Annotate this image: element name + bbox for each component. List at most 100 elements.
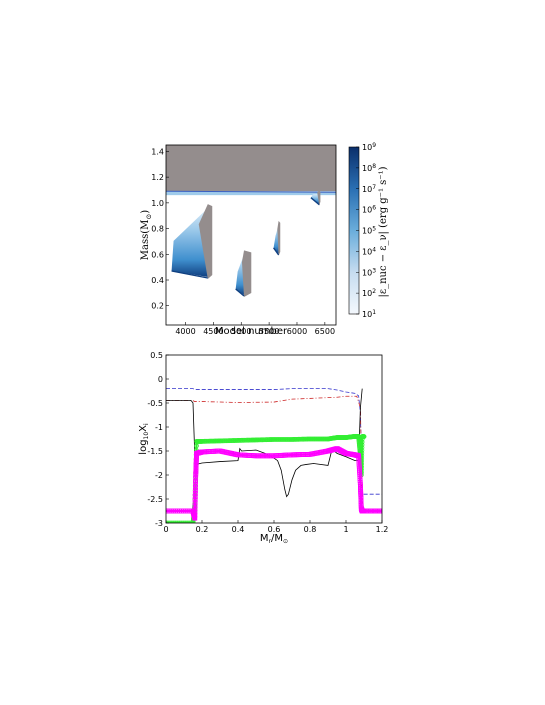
colorbar-tick-label-8: 109 bbox=[362, 142, 376, 152]
convective-envelope bbox=[166, 145, 336, 192]
plot-area-top bbox=[166, 145, 336, 297]
y-label-sub-10: 10 bbox=[143, 432, 150, 440]
colorbar-tick-label-7: 108 bbox=[362, 163, 376, 173]
series-line-0 bbox=[166, 388, 382, 495]
series-3-marker-280 bbox=[361, 434, 367, 440]
series-3-marker-260 bbox=[359, 450, 365, 456]
series-3-marker-4 bbox=[171, 520, 177, 523]
series-4-marker-39 bbox=[193, 481, 198, 487]
flash-burning-region-3 bbox=[235, 254, 245, 295]
colorbar-tick-label-6: 107 bbox=[362, 184, 376, 194]
flash-burning-region-5 bbox=[310, 194, 320, 204]
colorbar-tick-exponent-5: 6 bbox=[372, 205, 376, 212]
x-ticks-top: 4000 4500 5000 5500 6000 6500 bbox=[175, 322, 335, 336]
flash-convective-zone-5 bbox=[317, 190, 321, 206]
flash-base-3 bbox=[235, 288, 245, 297]
colorbar-tick-exponent-8: 9 bbox=[372, 142, 376, 149]
series-3-marker-7 bbox=[177, 520, 182, 523]
colorbar-tick-exponent-6: 7 bbox=[372, 184, 376, 191]
x-tick-label-top-3: 5500 bbox=[259, 327, 279, 336]
y-tick-label-bottom-7: -3 bbox=[155, 519, 163, 528]
series-3-marker-6 bbox=[175, 520, 180, 523]
series-4-marker-32 bbox=[192, 503, 198, 509]
y-axis-label-bottom: log10Xi bbox=[138, 423, 150, 455]
colorbar-label: |ε_nuc − ε_ν| (erg g⁻¹ s⁻¹) bbox=[378, 166, 389, 297]
y-tick-label-top-2: 0.6 bbox=[151, 250, 164, 259]
series-3-marker-264 bbox=[359, 439, 365, 445]
series-3-marker-2 bbox=[167, 520, 173, 523]
x-tick-label-bottom-4: 0.8 bbox=[304, 525, 317, 534]
series-3-marker-10 bbox=[182, 520, 188, 523]
axes-frame-top bbox=[165, 144, 337, 326]
y-axis-label-top: Mass(M⊙) bbox=[140, 210, 153, 260]
y-ticks-bottom: 0.5 0 -0.5 -1 -1.5 -2 -2.5 -3 bbox=[147, 351, 169, 528]
flash-base-2 bbox=[171, 270, 208, 279]
y-label-sub-i: i bbox=[143, 423, 150, 425]
series-4-marker-33 bbox=[192, 500, 198, 506]
x-tick-label-top-5: 6500 bbox=[315, 327, 335, 336]
colorbar-tick-exponent-7: 8 bbox=[372, 163, 376, 170]
series-3-marker-263 bbox=[359, 442, 365, 448]
x-tick-label-bottom-3: 0.6 bbox=[268, 525, 281, 534]
x-tick-label-bottom-1: 0.2 bbox=[196, 525, 209, 534]
series-4-marker-38 bbox=[193, 484, 198, 490]
series-4-marker-31 bbox=[192, 506, 198, 512]
series-4-marker-294 bbox=[379, 508, 382, 514]
y-tick-label-top-0: 0.2 bbox=[151, 302, 164, 311]
y-axis-label-top-main: Mass(M bbox=[140, 220, 151, 261]
x-ticks-bottom: 0 0.2 0.4 0.6 0.8 1 1.2 bbox=[163, 520, 388, 534]
y-tick-label-bottom-5: -2 bbox=[155, 471, 163, 480]
y-tick-label-bottom-3: -1 bbox=[155, 423, 163, 432]
series-4-marker-35 bbox=[192, 494, 198, 500]
series-4-marker-34 bbox=[192, 497, 198, 503]
series-4-marker-29 bbox=[192, 512, 198, 518]
series-4-marker-40 bbox=[193, 478, 198, 484]
y-ticks-top: 0.2 0.4 0.6 0.8 1.0 1.2 1.4 bbox=[151, 147, 169, 311]
y-tick-label-bottom-2: -0.5 bbox=[147, 399, 163, 408]
y-tick-label-top-6: 1.4 bbox=[151, 147, 164, 156]
flash-convective-zone-4 bbox=[277, 220, 281, 256]
flash-burning-region-2 bbox=[171, 208, 208, 277]
series-4-marker-41 bbox=[193, 475, 199, 481]
series-3-marker-1 bbox=[166, 520, 171, 523]
flash-base-4 bbox=[273, 247, 280, 256]
flash-convective-zone-2 bbox=[198, 204, 213, 279]
colorbar-ticks: 101 102 103 104 105 106 107 108 109 bbox=[356, 142, 376, 319]
y-axis-label-top-sub: ⊙ bbox=[145, 214, 153, 220]
x-label-m: M bbox=[260, 533, 269, 544]
y-tick-label-top-5: 1.2 bbox=[151, 173, 164, 182]
y-tick-label-bottom-0: 0.5 bbox=[150, 351, 163, 360]
y-axis-label-top-end: ) bbox=[140, 210, 151, 214]
colorbar-tick-label-5: 106 bbox=[362, 205, 376, 215]
series-4-marker-37 bbox=[192, 488, 198, 493]
bottom-panel: 0 0.2 0.4 0.6 0.8 1 1.2 0.5 0 -0.5 -1 -1.5 -2 -2.5 -3… bbox=[138, 351, 388, 545]
series-3-marker-12 bbox=[186, 520, 192, 523]
colorbar-tick-label-4: 105 bbox=[362, 226, 376, 236]
colorbar-tick-label-2: 103 bbox=[362, 267, 376, 277]
top-panel: 4000 4500 5000 5500 6000 6500 0.2 0.4 0.6 0.8 1.0… bbox=[140, 142, 389, 337]
burning-shell-edge bbox=[166, 190, 336, 193]
colorbar-tick-label-0: 101 bbox=[362, 309, 376, 319]
colorbar-tick-exponent-4: 5 bbox=[372, 226, 376, 233]
colorbar-tick-label-3: 104 bbox=[362, 246, 376, 256]
y-tick-label-bottom-4: -1.5 bbox=[147, 447, 163, 456]
y-label-log: log bbox=[138, 439, 149, 454]
x-label-mid: /M bbox=[271, 533, 283, 544]
x-tick-label-bottom-5: 1 bbox=[343, 525, 348, 534]
series-3-marker-262 bbox=[359, 445, 365, 450]
x-tick-label-bottom-6: 1.2 bbox=[376, 525, 389, 534]
x-axis-label-bottom: Mr/M⊙ bbox=[260, 533, 288, 545]
x-label-sub-r: r bbox=[269, 538, 272, 545]
series-3-marker-3 bbox=[169, 520, 175, 523]
x-tick-label-bottom-0: 0 bbox=[163, 525, 168, 534]
series-3-marker-261 bbox=[359, 447, 365, 453]
colorbar-tick-exponent-1: 2 bbox=[372, 288, 376, 295]
colorbar-tick-exponent-2: 3 bbox=[372, 267, 376, 274]
x-tick-label-top-2: 5000 bbox=[231, 327, 251, 336]
y-tick-label-top-4: 1.0 bbox=[151, 199, 164, 208]
series-3-marker-41 bbox=[194, 443, 199, 449]
x-label-sub-sun: ⊙ bbox=[283, 538, 288, 545]
y-label-x: X bbox=[138, 425, 149, 432]
flash-base-5 bbox=[310, 197, 320, 206]
